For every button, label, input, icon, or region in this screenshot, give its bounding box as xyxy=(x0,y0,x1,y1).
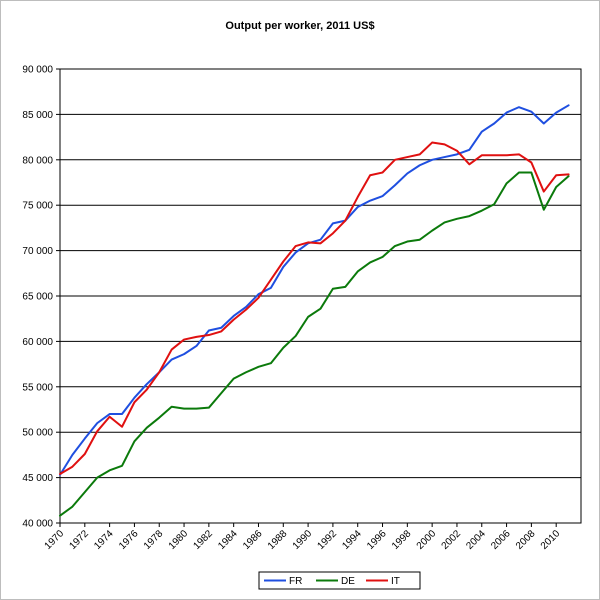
y-axis-ticks: 40 000 45 000 50 000 55 000 60 000 65 000 70 0… xyxy=(22,65,60,530)
series-line-de xyxy=(59,171,570,517)
grid-lines xyxy=(60,113,581,479)
y-tick-label: 65 000 xyxy=(22,292,53,303)
x-tick-label: 1984 xyxy=(216,528,240,552)
legend-label-de: DE xyxy=(341,576,355,587)
y-tick-label: 90 000 xyxy=(22,65,53,76)
x-tick-label: 1970 xyxy=(43,528,67,552)
x-tick-label: 1974 xyxy=(92,528,116,552)
x-axis-ticks: 1970 1972 1974 1976 1978 1980 1982 1984 1986 1988… xyxy=(43,523,563,552)
x-tick-label: 1998 xyxy=(390,528,414,552)
series-line-it xyxy=(59,141,570,475)
x-tick-label: 2010 xyxy=(539,528,563,552)
series-line-fr xyxy=(59,104,570,476)
legend-box xyxy=(258,571,421,590)
chart-title: Output per worker, 2011 US$ xyxy=(225,20,374,32)
x-tick-label: 1972 xyxy=(67,528,91,552)
y-tick-label: 60 000 xyxy=(22,337,53,348)
legend-label-fr: FR xyxy=(289,576,302,587)
y-tick-label: 55 000 xyxy=(22,382,53,393)
y-tick-label: 75 000 xyxy=(22,201,53,212)
legend-label-it: IT xyxy=(391,576,400,587)
legend: FR DE IT xyxy=(258,571,421,590)
x-tick-label: 2004 xyxy=(464,528,488,552)
x-tick-label: 1982 xyxy=(191,528,215,552)
y-tick-label: 50 000 xyxy=(22,428,53,439)
y-tick-label: 80 000 xyxy=(22,155,53,166)
x-tick-label: 1980 xyxy=(167,528,191,552)
x-tick-label: 2008 xyxy=(514,528,538,552)
y-tick-label: 45 000 xyxy=(22,473,53,484)
x-tick-label: 1988 xyxy=(266,528,290,552)
plot-area-border xyxy=(59,68,582,524)
x-tick-label: 1996 xyxy=(365,528,389,552)
y-tick-label: 85 000 xyxy=(22,110,53,121)
x-tick-label: 2006 xyxy=(489,528,513,552)
x-tick-label: 1990 xyxy=(291,528,315,552)
series-lines xyxy=(59,104,570,517)
x-tick-label: 1978 xyxy=(142,528,166,552)
y-tick-label: 70 000 xyxy=(22,246,53,257)
x-tick-label: 1986 xyxy=(241,528,265,552)
y-tick-label: 40 000 xyxy=(22,519,53,530)
x-tick-label: 1994 xyxy=(340,528,364,552)
x-tick-label: 1976 xyxy=(117,528,141,552)
x-tick-label: 1992 xyxy=(316,528,340,552)
x-tick-label: 2002 xyxy=(440,528,464,552)
x-tick-label: 2000 xyxy=(415,528,439,552)
